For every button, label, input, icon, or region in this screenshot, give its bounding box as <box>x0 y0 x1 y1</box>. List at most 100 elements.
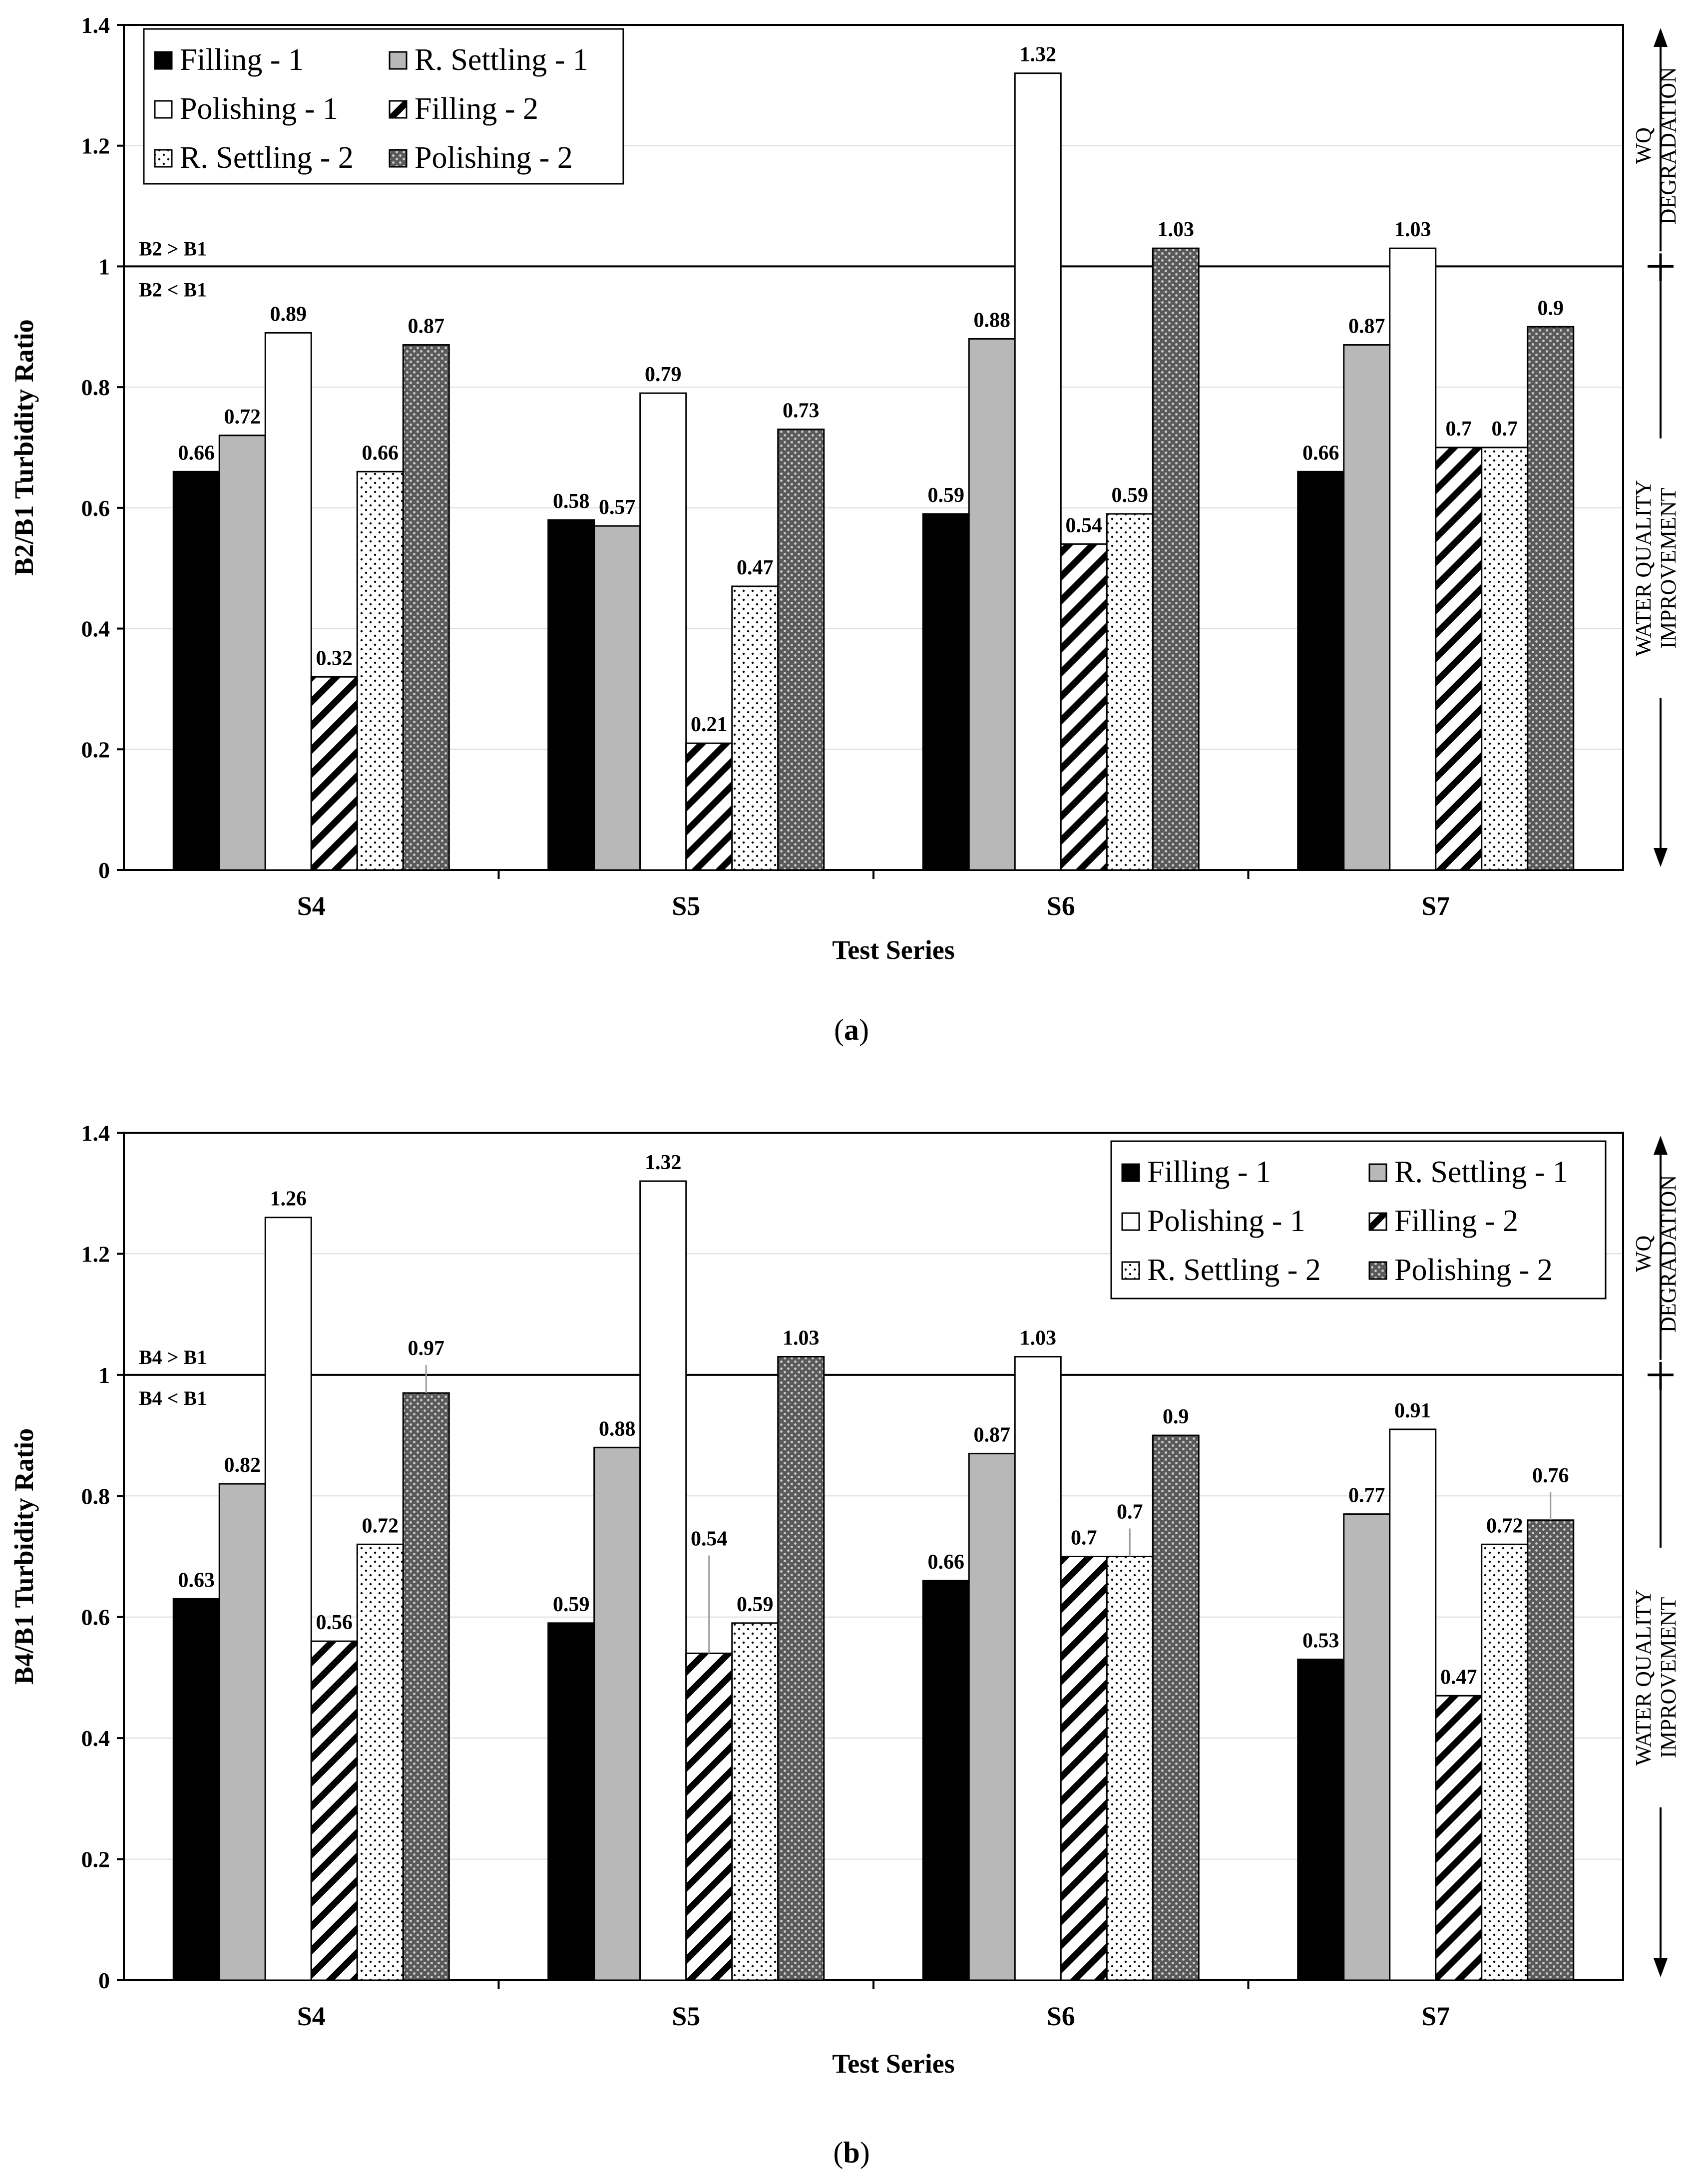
bar-r-settling-1-s6 <box>968 1452 1016 1981</box>
legend-swatch-polishing-2 <box>389 149 408 168</box>
data-label-r-settling-1-s4: 0.82 <box>224 1454 261 1477</box>
y-tick-label: 1.4 <box>81 1120 110 1146</box>
data-label-filling-1-s5: 0.58 <box>553 490 590 513</box>
data-label-polishing-2-s7: 0.9 <box>1538 297 1564 320</box>
y-tick-label: 1.4 <box>81 12 110 38</box>
bar-filling-1-s6 <box>922 1580 970 1981</box>
legend-swatch-r-settling-2 <box>154 149 173 168</box>
legend-swatch-filling-2 <box>389 100 408 119</box>
bar-polishing-1-s5 <box>639 1180 687 1981</box>
bar-polishing-2-s7 <box>1527 1519 1575 1981</box>
bar-polishing-1-s5 <box>639 392 687 871</box>
chart-panel-a: 0 0.2 0.4 0.6 0.8 1 1.2 1.4 B2/B1 Turbidity Rati… <box>9 12 1681 1046</box>
y-tick-label: 0.2 <box>81 737 110 762</box>
bar-r-settling-1-s5 <box>593 1446 641 1981</box>
legend: Filling - 1 R. Settling - 1 Polishing - 1 F… <box>143 28 624 185</box>
data-label-filling-1-s4: 0.63 <box>178 1569 215 1592</box>
bar-r-settling-1-s5 <box>593 525 641 871</box>
y-tick-label: 0.4 <box>81 1726 110 1751</box>
reference-label-below: B4 < B1 <box>139 1387 207 1409</box>
data-label-filling-2-s5: 0.21 <box>691 713 728 736</box>
data-label-r-settling-1-s4: 0.72 <box>224 406 261 429</box>
bar-polishing-1-s6 <box>1014 72 1062 871</box>
legend-label-filling-1: Filling - 1 <box>180 43 304 77</box>
x-tick-label: S7 <box>1421 891 1450 921</box>
bar-r-settling-1-s4 <box>218 1483 266 1981</box>
bar-filling-2-s6 <box>1060 543 1108 871</box>
x-axis-title: Test Series <box>832 935 954 965</box>
data-label-filling-2-s4: 0.32 <box>316 647 353 670</box>
data-label-polishing-2-s6: 0.9 <box>1163 1405 1189 1428</box>
legend-swatch-filling-2 <box>1368 1212 1387 1231</box>
bar-polishing-1-s7 <box>1389 1428 1437 1981</box>
y-axis-title: B2/B1 Turbidity Ratio <box>9 319 39 575</box>
bar-polishing-2-s6 <box>1152 1434 1200 1981</box>
data-label-polishing-1-s4: 1.26 <box>270 1188 307 1211</box>
data-label-polishing-1-s5: 0.79 <box>645 363 682 386</box>
data-label-polishing-1-s7: 1.03 <box>1394 218 1431 241</box>
data-label-polishing-1-s6: 1.03 <box>1020 1326 1057 1349</box>
data-label-filling-1-s7: 0.66 <box>1302 441 1339 464</box>
bar-r-settling-1-s7 <box>1343 1513 1391 1981</box>
data-label-r-settling-1-s7: 0.77 <box>1348 1484 1385 1507</box>
bar-filling-2-s4 <box>310 676 358 871</box>
data-label-filling-1-s7: 0.53 <box>1302 1630 1339 1653</box>
data-label-polishing-1-s4: 0.89 <box>270 303 307 326</box>
bar-polishing-2-s6 <box>1152 247 1200 871</box>
panel-caption-letter: a <box>844 1013 859 1046</box>
data-label-polishing-2-s7: 0.76 <box>1532 1464 1569 1487</box>
bar-polishing-2-s4 <box>402 1392 450 1981</box>
chart-panel-b: 0 0.2 0.4 0.6 0.8 1 1.2 1.4 B4/B1 Turbidity Rati… <box>9 1120 1681 2169</box>
data-label-filling-2-s7: 0.7 <box>1446 418 1472 440</box>
legend-label-polishing-2: Polishing - 2 <box>415 141 573 175</box>
data-label-r-settling-2-s4: 0.66 <box>362 441 399 464</box>
data-label-polishing-2-s5: 1.03 <box>783 1326 820 1349</box>
legend-label-filling-1: Filling - 1 <box>1147 1155 1271 1189</box>
bar-filling-1-s5 <box>547 1622 595 1981</box>
bar-filling-2-s6 <box>1060 1556 1108 1981</box>
legend-label-r-settling-2: R. Settling - 2 <box>1147 1253 1321 1287</box>
bar-r-settling-2-s6 <box>1106 513 1154 871</box>
legend-label-polishing-1: Polishing - 1 <box>180 92 338 126</box>
x-tick-label: S6 <box>1047 2001 1075 2031</box>
bar-r-settling-2-s7 <box>1481 1543 1529 1981</box>
y-tick-label: 0.8 <box>81 1483 110 1509</box>
bar-filling-1-s5 <box>547 519 595 871</box>
x-tick-label: S4 <box>297 2001 326 2031</box>
legend-label-filling-2: Filling - 2 <box>415 92 538 126</box>
bar-polishing-2-s5 <box>777 1355 825 1981</box>
bar-filling-2-s4 <box>310 1640 358 1981</box>
bar-filling-2-s5 <box>685 742 733 871</box>
y-tick-label: 0.6 <box>81 495 110 521</box>
y-axis-title: B4/B1 Turbidity Ratio <box>9 1428 39 1685</box>
y-tick-label: 1.2 <box>81 133 110 159</box>
bar-r-settling-2-s4 <box>356 1543 404 1981</box>
y-tick-label: 1 <box>98 254 110 279</box>
data-label-polishing-1-s7: 0.91 <box>1394 1399 1431 1422</box>
bar-filling-2-s5 <box>685 1652 733 1981</box>
arrow-up-icon <box>1654 1136 1668 1155</box>
degradation-label: DEGRADATION <box>1656 67 1681 224</box>
bar-r-settling-2-s5 <box>731 585 779 871</box>
degradation-label: DEGRADATION <box>1656 1175 1681 1332</box>
bar-polishing-1-s4 <box>264 332 312 871</box>
side-annotation: WQ DEGRADATION WATER QUALITY IMPROVEMENT <box>1631 1136 1681 1977</box>
bar-polishing-1-s6 <box>1014 1355 1062 1981</box>
y-tick-label: 0.4 <box>81 616 110 642</box>
legend-swatch-polishing-1 <box>1121 1212 1140 1231</box>
data-label-r-settling-1-s5: 0.88 <box>599 1417 636 1440</box>
y-tick-label: 0 <box>98 858 110 883</box>
data-label-polishing-2-s6: 1.03 <box>1158 218 1195 241</box>
x-tick-label: S7 <box>1421 2001 1450 2031</box>
data-label-polishing-2-s4: 0.97 <box>408 1337 445 1360</box>
bar-r-settling-1-s6 <box>968 338 1016 871</box>
bar-polishing-1-s4 <box>264 1217 312 1981</box>
water-quality-label: WATER QUALITY <box>1631 1589 1656 1765</box>
legend-label-filling-2: Filling - 2 <box>1394 1204 1518 1238</box>
y-tick-label: 0 <box>98 1968 110 1993</box>
y-tick-label: 0.8 <box>81 375 110 400</box>
legend-swatch-filling-1 <box>1121 1163 1140 1182</box>
legend-label-r-settling-2: R. Settling - 2 <box>180 141 354 175</box>
legend-label-r-settling-1: R. Settling - 1 <box>415 43 588 77</box>
